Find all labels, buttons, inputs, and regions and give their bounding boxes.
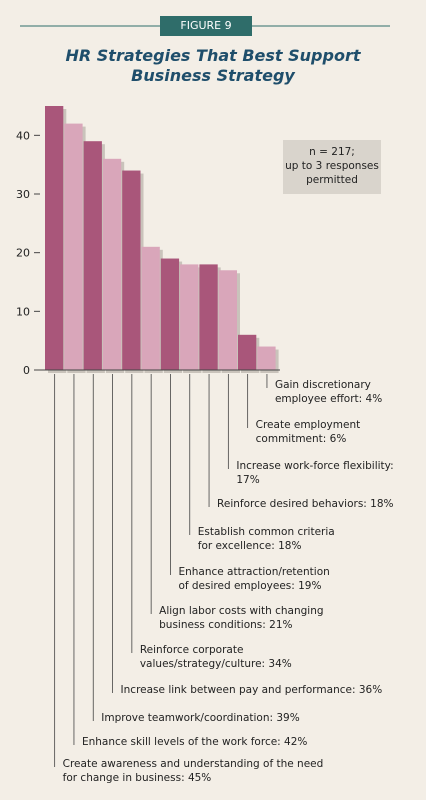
y-tick-label: 40 <box>16 129 30 142</box>
category-label: Enhance attraction/retention of desired … <box>178 566 330 592</box>
y-tick-label: 20 <box>16 247 30 260</box>
bar <box>83 141 102 370</box>
bar <box>122 170 141 370</box>
bar <box>199 264 218 370</box>
bar <box>102 158 122 370</box>
y-tick-label: 10 <box>16 305 30 318</box>
bar <box>160 258 180 370</box>
bar <box>180 264 199 370</box>
y-tick-label: 30 <box>16 188 30 201</box>
y-tick-label: 0 <box>23 364 30 377</box>
category-label: Enhance skill levels of the work force: … <box>81 736 308 748</box>
category-label: Increase link between pay and performanc… <box>120 684 383 696</box>
bar <box>64 123 83 370</box>
bar <box>45 106 64 370</box>
category-label: Align labor costs with changing business… <box>159 605 324 631</box>
bar <box>238 334 257 370</box>
category-label: Establish common criteria for excellence… <box>197 526 335 552</box>
category-label: Reinforce corporate values/strategy/cult… <box>139 644 292 670</box>
category-label: Increase work-force flexibility: 17% <box>236 460 394 486</box>
bar <box>257 346 276 370</box>
bar <box>218 270 237 370</box>
figure-label: FIGURE 9 <box>160 16 252 36</box>
chart-title: HR Strategies That Best Support Business… <box>65 46 361 85</box>
category-label: Improve teamwork/coordination: 39% <box>101 712 300 724</box>
annotation: n = 217; up to 3 responses permitted <box>283 140 381 194</box>
category-label: Create employment commitment: 6% <box>255 419 361 445</box>
bar <box>141 246 160 370</box>
category-label: Reinforce desired behaviors: 18% <box>217 498 394 510</box>
category-label: Create awareness and understanding of th… <box>62 758 324 784</box>
category-label: Gain discretionary employee effort: 4% <box>274 379 383 405</box>
